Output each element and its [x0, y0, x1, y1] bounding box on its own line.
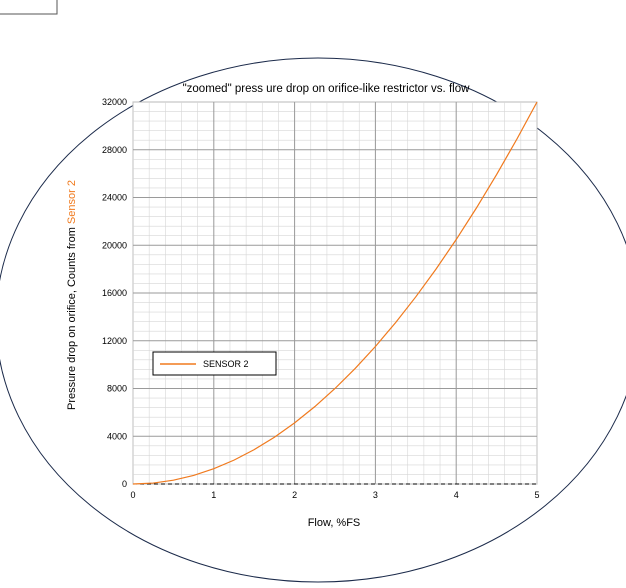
y-tick-label: 16000	[102, 288, 127, 298]
y-tick-label: 4000	[107, 431, 127, 441]
x-tick-label: 4	[454, 490, 459, 500]
x-tick-label: 3	[373, 490, 378, 500]
chart-title: "zoomed" press ure drop on orifice-like …	[183, 83, 471, 95]
legend: SENSOR 2	[152, 351, 277, 376]
legend-box	[152, 351, 277, 376]
plot-area	[132, 101, 538, 485]
y-axis-label-sensor: Sensor 2	[66, 180, 78, 224]
x-tick-label: 5	[534, 490, 539, 500]
x-tick-labels: 0 1 2 3 4 5	[130, 490, 539, 500]
y-tick-label: 24000	[102, 193, 127, 203]
x-axis-label: Flow, %FS	[308, 517, 361, 529]
ellipse-frame	[0, 57, 626, 583]
y-tick-label: 12000	[102, 336, 127, 346]
x-tick-label: 1	[211, 490, 216, 500]
major-grid	[133, 102, 537, 484]
series-line-sensor-2	[132, 101, 538, 485]
legend-label-sensor-2: SENSOR 2	[203, 359, 249, 369]
y-tick-label: 32000	[102, 97, 127, 107]
y-tick-label: 28000	[102, 145, 127, 155]
y-axis-label: Pressure drop on orifice, Counts from Se…	[66, 180, 78, 410]
y-tick-label: 0	[122, 479, 127, 489]
y-axis-label-prefix: Pressure drop on orifice, Counts from	[66, 224, 78, 410]
partial-box	[0, 0, 58, 15]
y-tick-label: 8000	[107, 384, 127, 394]
y-tick-labels: 0 4000 8000 12000 16000 20000 24000 28000 32000	[102, 97, 127, 489]
x-tick-label: 2	[292, 490, 297, 500]
x-tick-label: 0	[130, 490, 135, 500]
y-tick-label: 20000	[102, 240, 127, 250]
